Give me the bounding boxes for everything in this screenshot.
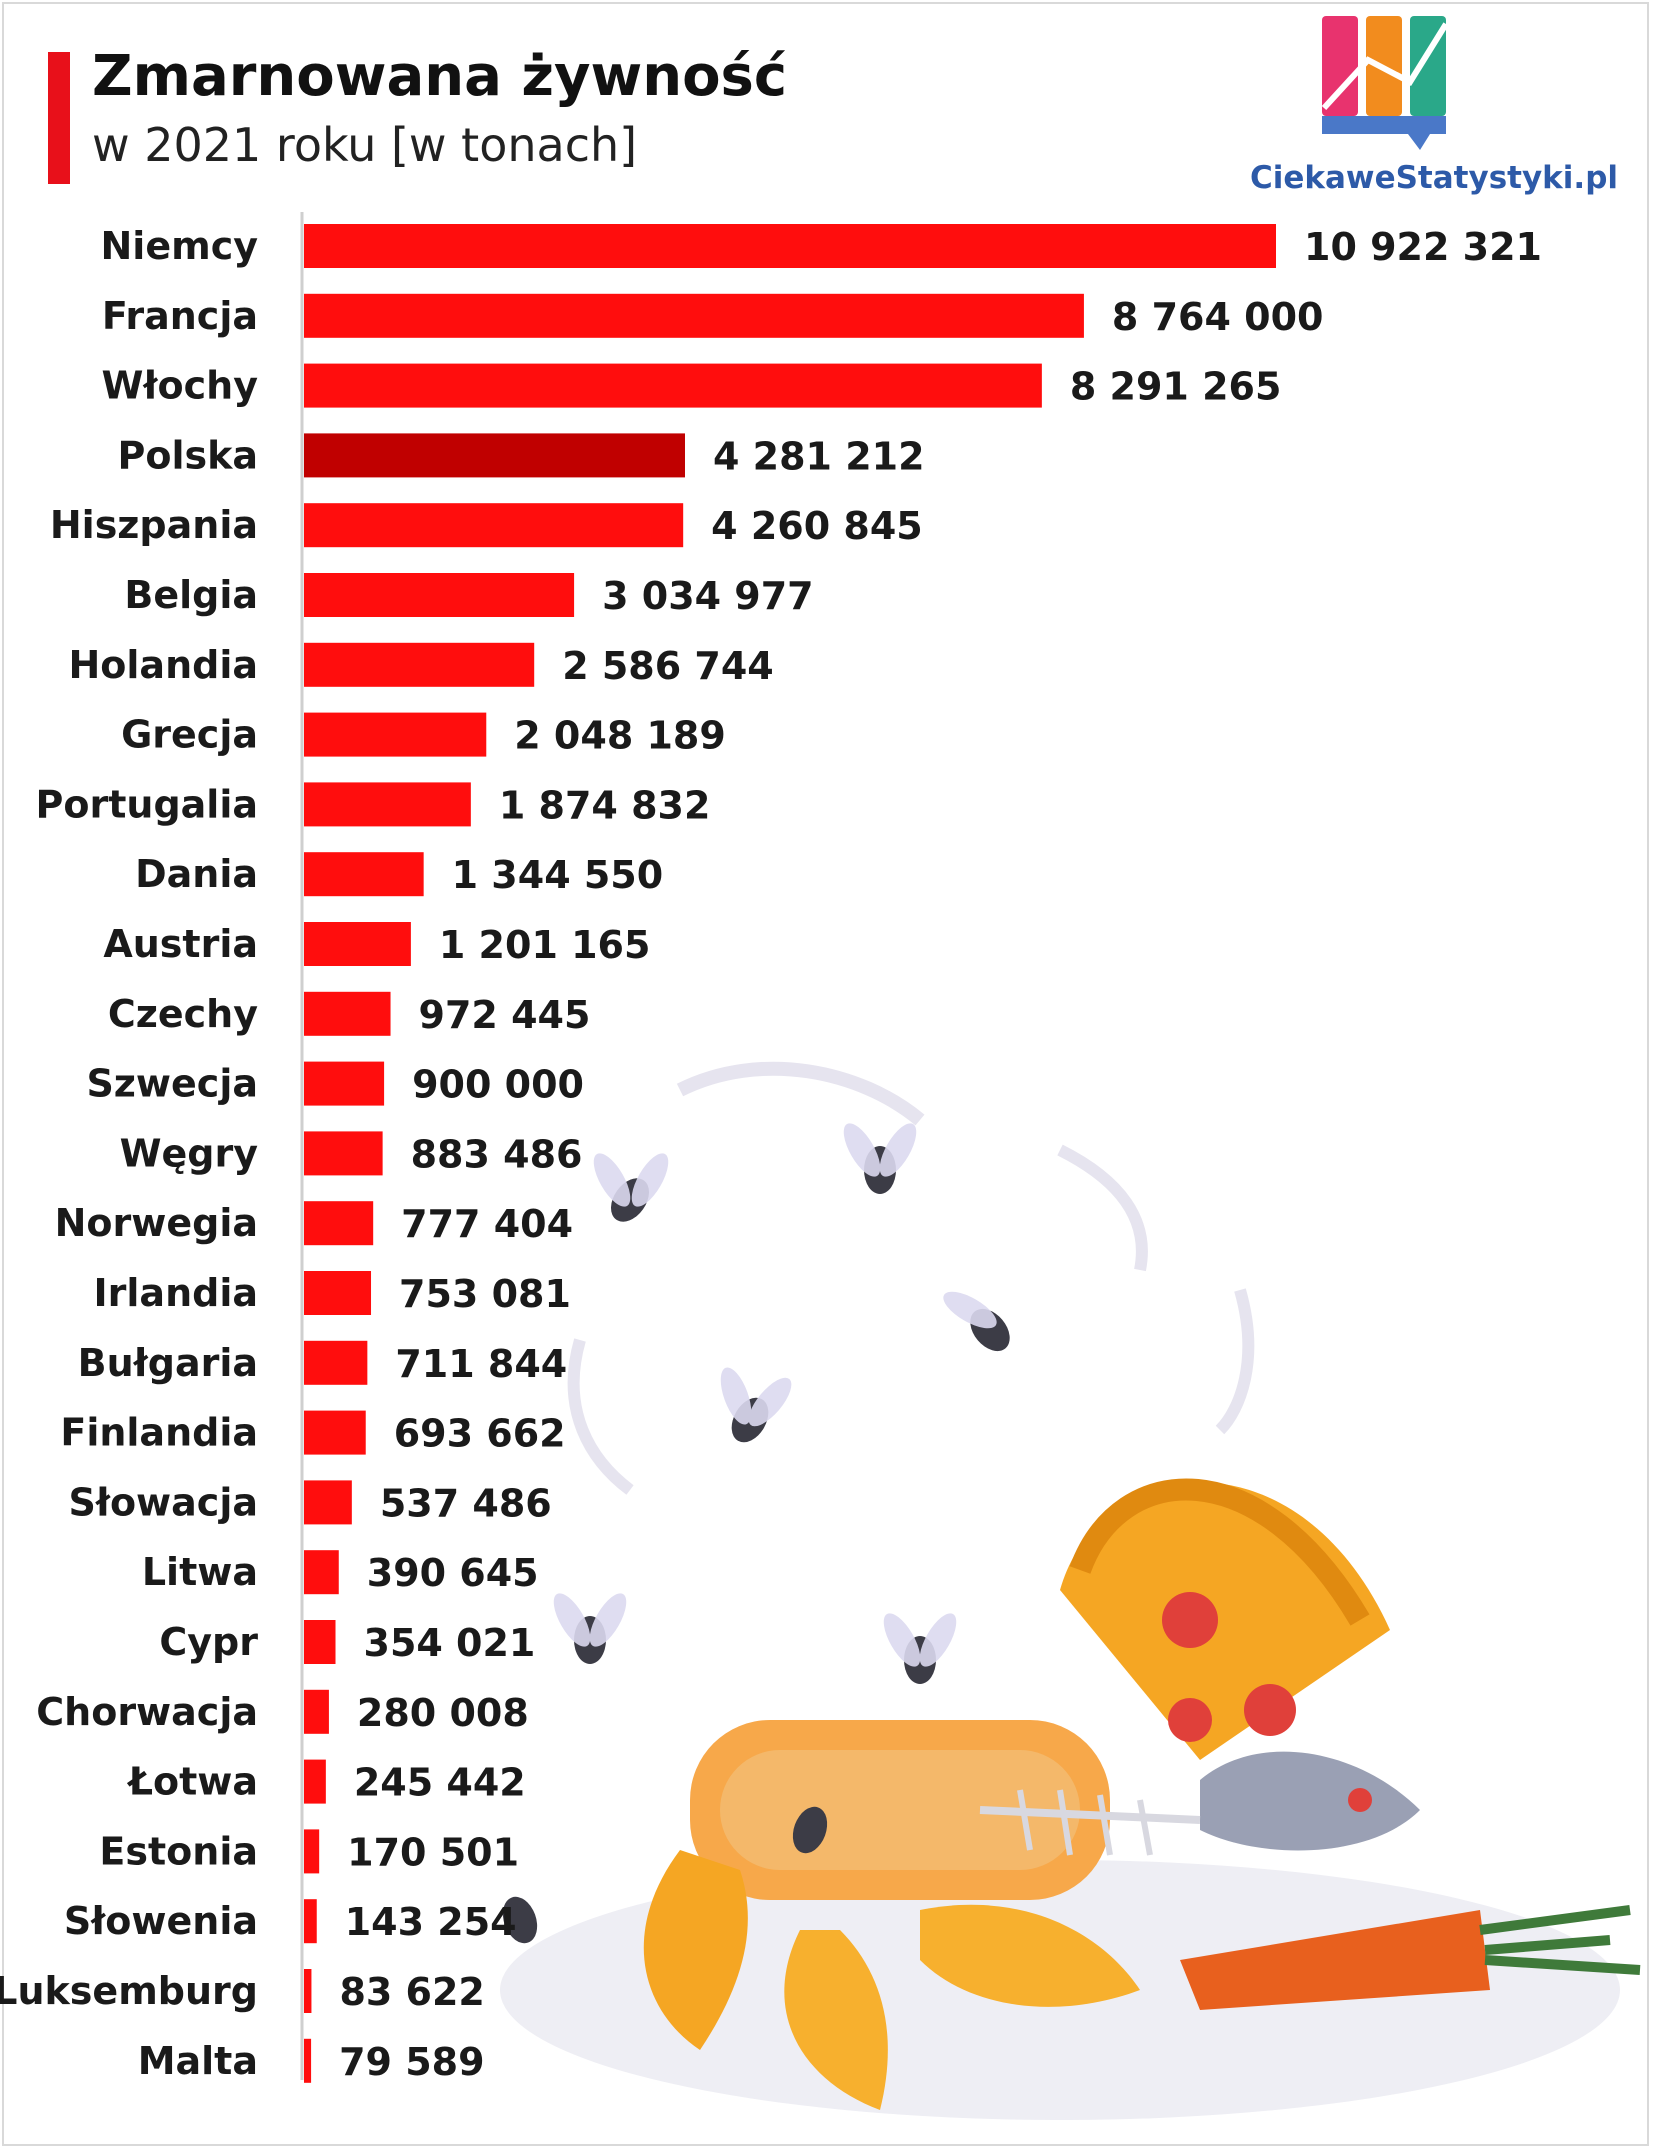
category-label-szwecja: Szwecja <box>86 1062 258 1106</box>
bar-chart: Niemcy Francja Włochy Polska Hiszpania Belgia… <box>0 212 1542 2084</box>
value-label-we-gry: 883 486 <box>411 1132 583 1176</box>
bar-portugalia <box>304 782 471 827</box>
value-label-litwa: 390 645 <box>367 1551 539 1595</box>
value-label-niemcy: 10 922 321 <box>1304 225 1542 269</box>
category-label-holandia: Holandia <box>69 643 259 687</box>
category-label-norwegia: Norwegia <box>55 1201 258 1245</box>
bar-malta <box>304 2038 312 2083</box>
bar-cypr <box>304 1620 336 1664</box>
bar-litwa <box>304 1550 339 1595</box>
bar-s-owenia <box>304 1899 317 1944</box>
bar-niemcy <box>304 224 1276 268</box>
category-label-chorwacja: Chorwacja <box>36 1690 258 1734</box>
bars-group <box>304 224 1276 2083</box>
category-label-we-gry: Węgry <box>120 1131 259 1175</box>
value-label-norwegia: 777 404 <box>401 1202 573 1246</box>
value-label-grecja: 2 048 189 <box>514 714 726 758</box>
value-label-austria: 1 201 165 <box>439 923 651 967</box>
food-waste-illustration-icon <box>500 1061 1641 2120</box>
bar-estonia <box>304 1829 320 1874</box>
category-label-cypr: Cypr <box>159 1620 258 1664</box>
bar--otwa <box>304 1759 326 1804</box>
bar-holandia <box>304 642 535 687</box>
bar-hiszpania <box>304 503 684 548</box>
bar-austria <box>304 922 411 966</box>
category-label-portugalia: Portugalia <box>36 782 258 826</box>
bar-s-owacja <box>304 1480 352 1525</box>
value-label--otwa: 245 442 <box>354 1761 526 1805</box>
bar-szwecja <box>304 1061 385 1106</box>
category-label-francja: Francja <box>102 294 258 338</box>
category-label-litwa: Litwa <box>142 1550 258 1594</box>
bar-irlandia <box>304 1271 372 1315</box>
category-label-bu-garia: Bułgaria <box>78 1341 258 1385</box>
bar-we-gry <box>304 1131 383 1176</box>
value-label-cypr: 354 021 <box>364 1621 536 1665</box>
bar-belgia <box>304 573 575 617</box>
category-label-hiszpania: Hiszpania <box>50 503 258 547</box>
bar-luksemburg <box>304 1969 312 2013</box>
value-label-chorwacja: 280 008 <box>357 1691 529 1735</box>
category-label--otwa: Łotwa <box>127 1760 258 1804</box>
value-label-hiszpania: 4 260 845 <box>711 504 923 548</box>
bar-bu-garia <box>304 1340 368 1385</box>
title-accent-bar <box>48 52 70 184</box>
bar-francja <box>304 293 1084 338</box>
value-label-irlandia: 753 081 <box>399 1272 571 1316</box>
bar-czechy <box>304 991 391 1036</box>
category-label-estonia: Estonia <box>99 1829 258 1873</box>
category-label-austria: Austria <box>103 922 258 966</box>
logo-text: CiekaweStatystyki.pl <box>1250 160 1619 196</box>
chart-subtitle: w 2021 roku [w tonach] <box>92 118 638 172</box>
category-label-s-owenia: Słowenia <box>64 1899 258 1943</box>
category-labels-group: Niemcy Francja Włochy Polska Hiszpania Belgia… <box>0 224 258 2083</box>
value-label-belgia: 3 034 977 <box>602 574 814 618</box>
category-label-malta: Malta <box>138 2039 258 2083</box>
bar-grecja <box>304 712 487 757</box>
value-label-s-owenia: 143 254 <box>345 1900 517 1944</box>
category-label-niemcy: Niemcy <box>101 224 259 268</box>
category-label-dania: Dania <box>135 852 258 896</box>
value-label-portugalia: 1 874 832 <box>499 783 711 827</box>
category-label-finlandia: Finlandia <box>60 1411 258 1455</box>
category-label-polska: Polska <box>117 433 258 477</box>
category-label-czechy: Czechy <box>108 992 258 1036</box>
category-label-irlandia: Irlandia <box>94 1271 258 1315</box>
logo-icon <box>1321 16 1449 150</box>
bar-norwegia <box>304 1201 374 1246</box>
value-label-czechy: 972 445 <box>419 993 591 1037</box>
category-label-w-ochy: Włochy <box>102 364 259 408</box>
value-label-francja: 8 764 000 <box>1112 295 1324 339</box>
category-label-grecja: Grecja <box>121 713 258 757</box>
category-label-s-owacja: Słowacja <box>68 1480 258 1524</box>
value-label-szwecja: 900 000 <box>412 1063 584 1107</box>
bar-w-ochy <box>304 363 1042 408</box>
chart-title: Zmarnowana żywność <box>92 44 788 109</box>
value-label-estonia: 170 501 <box>347 1830 519 1874</box>
bar-chorwacja <box>304 1689 329 1734</box>
value-label-malta: 79 589 <box>339 2040 484 2084</box>
bar-finlandia <box>304 1410 366 1455</box>
value-label-dania: 1 344 550 <box>452 853 664 897</box>
value-label-bu-garia: 711 844 <box>395 1342 567 1386</box>
value-label-w-ochy: 8 291 265 <box>1070 365 1282 409</box>
value-label-finlandia: 693 662 <box>394 1412 566 1456</box>
bar-polska <box>304 433 685 478</box>
value-label-holandia: 2 586 744 <box>562 644 774 688</box>
category-label-belgia: Belgia <box>124 573 258 617</box>
value-labels-group: 10 922 321 8 764 000 8 291 265 4 281 212 4 2… <box>339 225 1542 2084</box>
value-label-luksemburg: 83 622 <box>339 1970 484 2014</box>
category-label-luksemburg: Luksemburg <box>0 1969 258 2013</box>
bar-dania <box>304 852 424 897</box>
value-label-polska: 4 281 212 <box>713 434 925 478</box>
value-label-s-owacja: 537 486 <box>380 1481 552 1525</box>
